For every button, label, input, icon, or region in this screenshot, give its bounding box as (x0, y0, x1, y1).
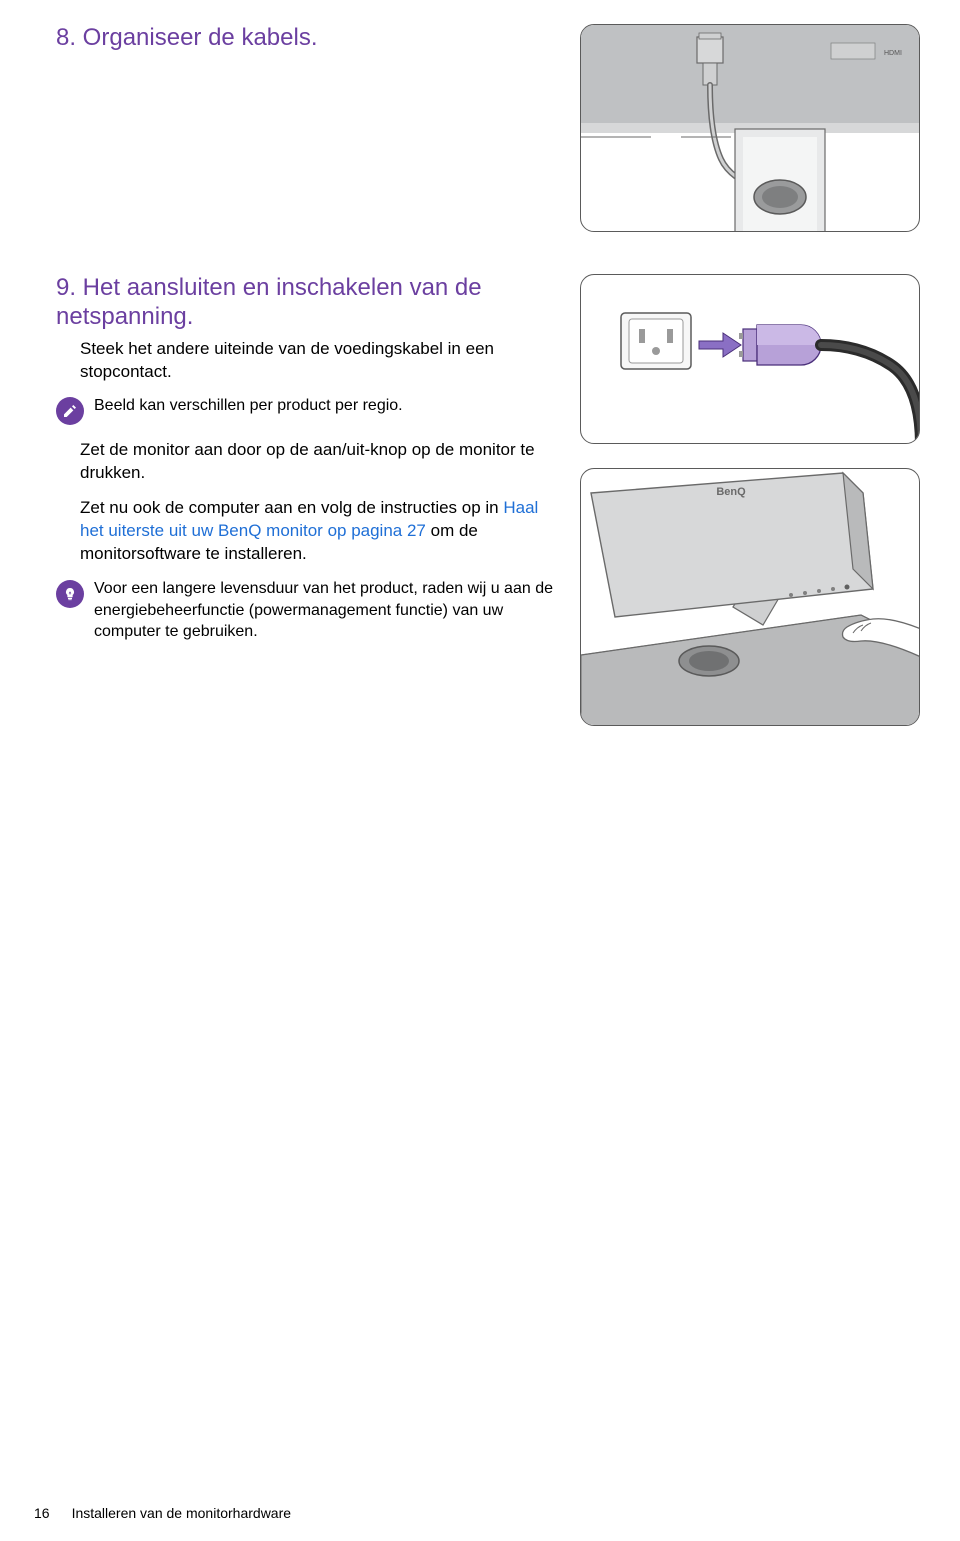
step-9-para-1: Steek het andere uiteinde van de voeding… (80, 338, 556, 384)
figure-cable-organize: HDMI (580, 24, 920, 232)
page-number: 16 (34, 1505, 50, 1521)
figure-monitor-power-on: BenQ (580, 468, 920, 726)
lightbulb-icon (56, 580, 84, 608)
hdmi-label: HDMI (884, 50, 902, 57)
step-9-row: 9. Het aansluiten en inschakelen van de … (56, 274, 920, 726)
note-region-1: Beeld kan verschillen per product per re… (56, 395, 556, 425)
step-8-row: 8. Organiseer de kabels. HDMI (56, 24, 920, 232)
note-2-text: Voor een langere levensduur van het prod… (94, 578, 556, 643)
footer-section-title: Installeren van de monitorhardware (72, 1505, 291, 1521)
para3-text-a: Zet nu ook de computer aan en volg de in… (80, 498, 503, 517)
note-region-2: Voor een langere levensduur van het prod… (56, 578, 556, 643)
note-1-text: Beeld kan verschillen per product per re… (94, 395, 403, 417)
step-8-heading: 8. Organiseer de kabels. (56, 24, 556, 53)
brand-label: BenQ (716, 486, 746, 498)
page-footer: 16 Installeren van de monitorhardware (34, 1505, 291, 1521)
step-9-para-2: Zet de monitor aan door op de aan/uit-kn… (80, 439, 556, 485)
figure-power-plug (580, 274, 920, 444)
step-9-para-3: Zet nu ook de computer aan en volg de in… (80, 497, 556, 566)
pencil-icon (56, 397, 84, 425)
step-9-heading: 9. Het aansluiten en inschakelen van de … (56, 274, 556, 332)
